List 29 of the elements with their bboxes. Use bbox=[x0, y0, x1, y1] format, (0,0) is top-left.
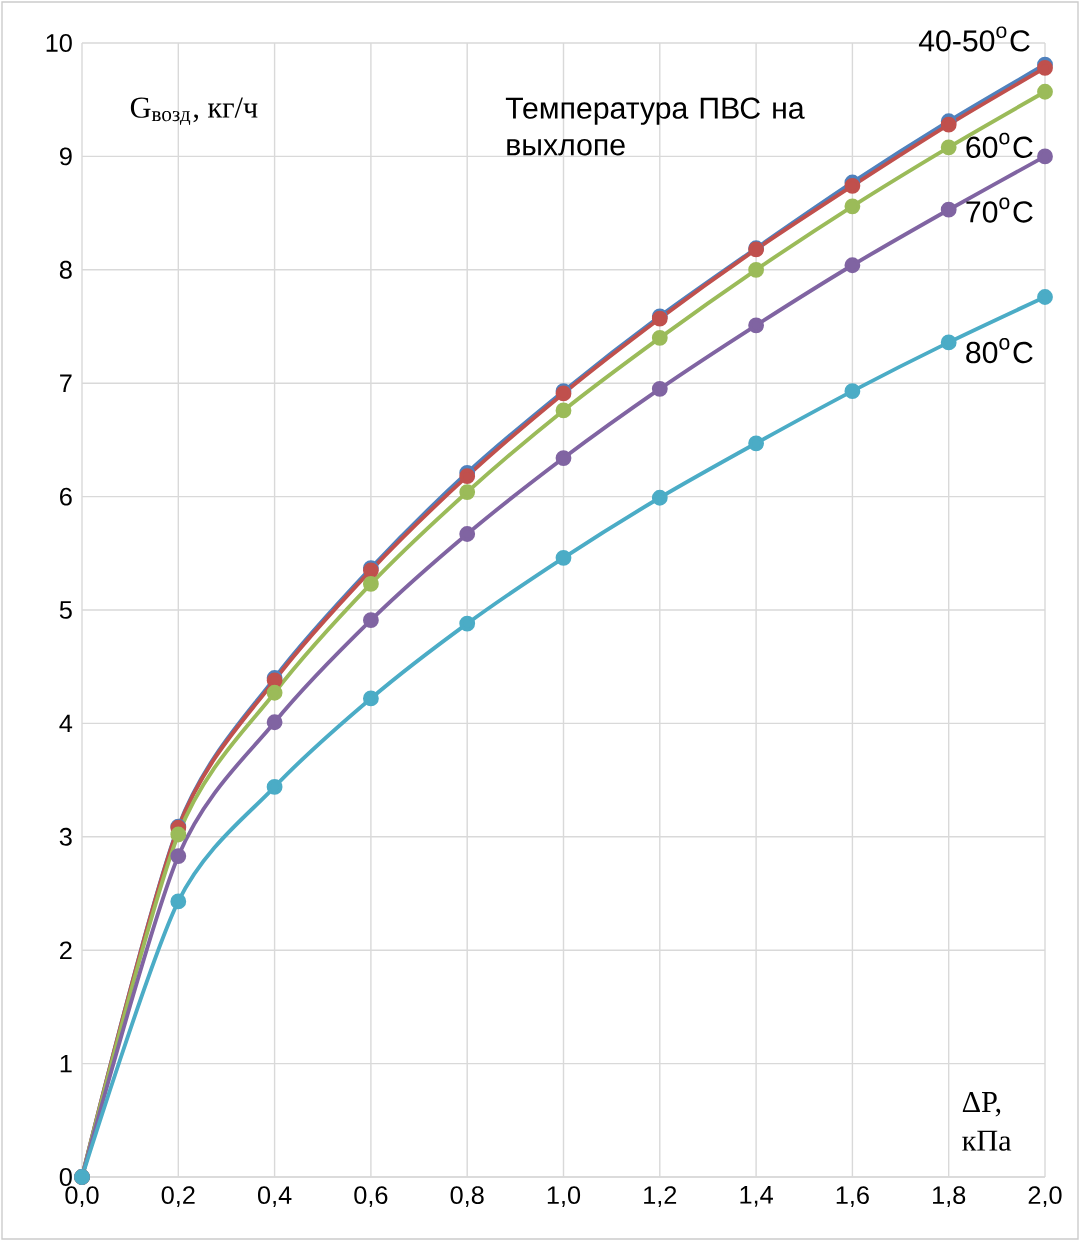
y-tick-label: 6 bbox=[60, 487, 72, 506]
y-tick-label: 2 bbox=[60, 941, 72, 960]
series-label: 60$^{o}$C bbox=[966, 132, 1033, 158]
y-tick-label: 5 bbox=[59, 601, 72, 619]
y-tick-label: 9 bbox=[60, 147, 72, 166]
annotation: 40-50$^{o}$C bbox=[918, 26, 1030, 52]
y-tick-label: 0 bbox=[59, 1168, 72, 1186]
y-axis-title: G$_{возд}$, кг/ч bbox=[130, 97, 258, 126]
x-tick-label: 1,8 bbox=[933, 1186, 966, 1208]
x-tick-label: 0,0 bbox=[65, 1186, 99, 1208]
y-tick-label: 3 bbox=[59, 827, 72, 846]
x-tick-label: 0,8 bbox=[450, 1186, 484, 1208]
annotation: Температура ПВС на выхлопе bbox=[505, 97, 805, 156]
x-tick-label: 1,0 bbox=[547, 1186, 581, 1208]
x-tick-label: 1,6 bbox=[836, 1186, 869, 1208]
y-tick-label: 8 bbox=[59, 260, 72, 279]
x-axis-title: ΔP, кПа bbox=[962, 1091, 1012, 1151]
x-tick-label: 1,2 bbox=[644, 1186, 677, 1208]
x-tick-label: 2,0 bbox=[1028, 1186, 1062, 1208]
x-tick-label: 0,2 bbox=[161, 1186, 195, 1208]
x-tick-label: 1,4 bbox=[740, 1186, 773, 1207]
x-tick-label: 0,6 bbox=[354, 1186, 388, 1208]
series-label: 70$^{o}$C bbox=[966, 197, 1033, 223]
y-tick-label: 10 bbox=[46, 34, 72, 52]
y-tick-label: 4 bbox=[59, 714, 73, 733]
y-tick-label: 1 bbox=[60, 1054, 72, 1073]
y-tick-label: 7 bbox=[60, 374, 72, 392]
x-tick-label: 0,4 bbox=[258, 1186, 292, 1208]
series-label: 80$^{o}$C bbox=[966, 338, 1033, 364]
